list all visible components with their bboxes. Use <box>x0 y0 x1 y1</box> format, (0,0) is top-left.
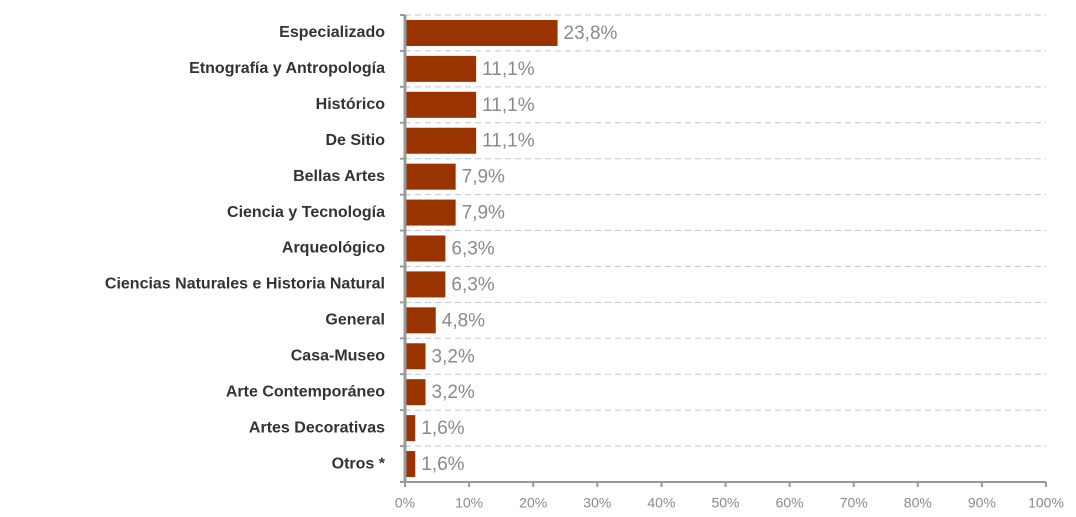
category-label: Etnografía y Antropología <box>189 60 385 77</box>
category-label: Ciencia y Tecnología <box>227 204 385 221</box>
value-label: 7,9% <box>462 167 505 188</box>
bar <box>405 271 446 298</box>
value-label: 7,9% <box>462 203 505 224</box>
category-label: Casa-Museo <box>291 347 385 364</box>
bar <box>405 343 426 370</box>
bar <box>405 55 477 82</box>
category-label: Arte Contemporáneo <box>226 383 385 400</box>
value-label: 11,1% <box>482 131 535 152</box>
bar <box>405 451 416 478</box>
category-label: General <box>325 312 385 329</box>
value-label: 11,1% <box>482 59 535 80</box>
value-label: 3,2% <box>432 382 475 403</box>
bar <box>405 163 456 190</box>
bar <box>405 307 436 334</box>
x-tick-label: 90% <box>968 495 996 511</box>
category-label: Arqueológico <box>282 240 385 257</box>
value-label: 1,6% <box>421 454 464 475</box>
bar <box>405 199 456 226</box>
category-label: Histórico <box>316 96 386 113</box>
bar <box>405 91 477 118</box>
x-tick-label: 80% <box>904 495 932 511</box>
value-label: 3,2% <box>432 346 475 367</box>
category-label: De Sitio <box>325 132 385 149</box>
x-tick-label: 40% <box>647 495 675 511</box>
x-tick-label: 10% <box>455 495 483 511</box>
category-label: Artes Decorativas <box>249 419 385 436</box>
value-label: 1,6% <box>421 418 464 439</box>
x-tick-label: 0% <box>395 495 415 511</box>
value-label: 4,8% <box>442 310 485 331</box>
category-label: Ciencias Naturales e Historia Natural <box>105 276 385 293</box>
bar <box>405 379 426 406</box>
x-tick-label: 60% <box>776 495 804 511</box>
category-label: Otros * <box>332 455 386 472</box>
x-tick-label: 70% <box>840 495 868 511</box>
bar <box>405 19 558 46</box>
value-label: 6,3% <box>451 239 494 260</box>
x-tick-label: 50% <box>711 495 739 511</box>
value-label: 23,8% <box>564 23 618 44</box>
bar <box>405 235 446 262</box>
x-tick-label: 20% <box>519 495 547 511</box>
category-label: Especializado <box>279 24 385 41</box>
x-tick-label: 100% <box>1028 495 1064 511</box>
category-label: Bellas Artes <box>293 168 385 185</box>
value-label: 11,1% <box>482 95 535 116</box>
x-tick-label: 30% <box>583 495 611 511</box>
value-label: 6,3% <box>451 274 494 295</box>
bar <box>405 415 416 442</box>
bar <box>405 127 477 154</box>
